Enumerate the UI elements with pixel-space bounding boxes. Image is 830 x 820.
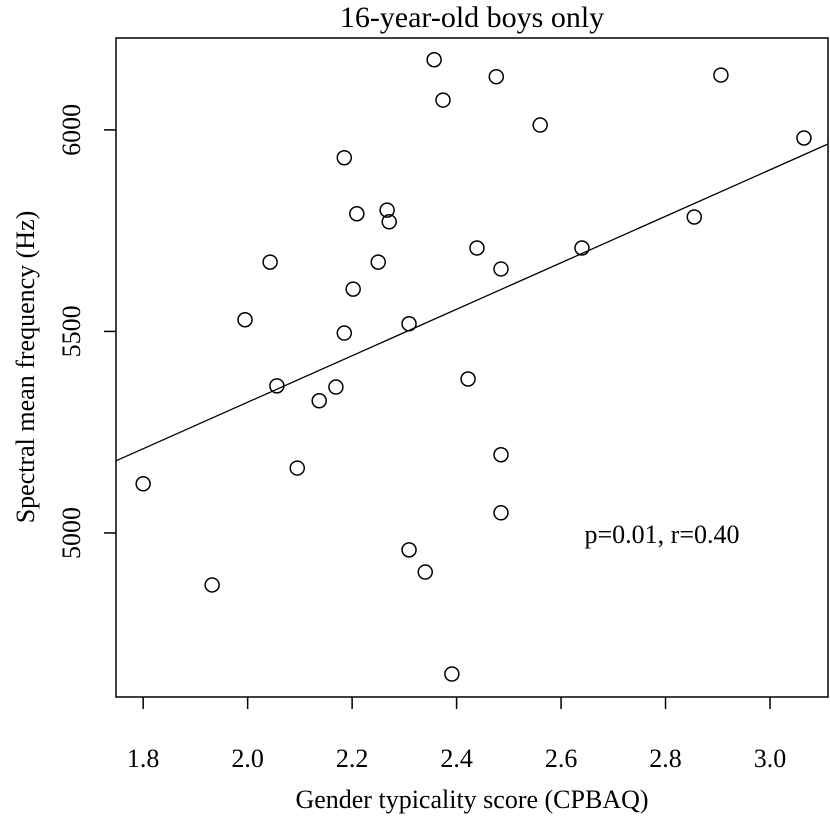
x-axis-label: Gender typicality score (CPBAQ) <box>295 785 648 814</box>
point <box>532 117 548 133</box>
point <box>328 379 344 395</box>
point <box>336 149 353 166</box>
x-tick-label: 3.0 <box>754 744 787 773</box>
y-tick-label: 5500 <box>57 305 86 357</box>
point <box>493 505 509 521</box>
point <box>435 92 451 108</box>
annotation: p=0.01, r=0.40 <box>585 520 740 549</box>
y-tick-label: 6000 <box>57 104 86 156</box>
y-axis-label: Spectral mean frequency (Hz) <box>11 211 40 524</box>
point <box>349 205 365 222</box>
chart-title: 16-year-old boys only <box>340 1 604 34</box>
point <box>135 476 151 492</box>
point <box>379 202 395 218</box>
point <box>381 214 397 230</box>
point <box>493 447 509 463</box>
point <box>444 666 460 682</box>
x-tick-label: 2.0 <box>231 744 264 773</box>
point <box>686 209 703 225</box>
point <box>574 240 590 256</box>
point <box>370 254 386 270</box>
point <box>460 371 476 387</box>
point <box>204 577 220 593</box>
y-tick-label: 5000 <box>57 507 86 559</box>
x-tick-label: 2.4 <box>440 744 473 773</box>
point <box>713 67 729 83</box>
x-tick-label: 2.8 <box>649 744 682 773</box>
point <box>345 281 361 297</box>
point <box>262 254 278 270</box>
x-tick-label: 1.8 <box>127 744 160 773</box>
point <box>401 542 417 558</box>
point <box>426 52 442 68</box>
point <box>796 130 812 146</box>
point <box>311 393 327 409</box>
point <box>336 325 353 341</box>
point <box>237 311 253 328</box>
point <box>417 564 433 580</box>
x-tick-label: 2.2 <box>336 744 369 773</box>
x-tick-label: 2.6 <box>545 744 578 773</box>
point <box>488 68 505 85</box>
fit-line <box>115 143 829 462</box>
point <box>469 240 485 256</box>
plot-frame <box>115 37 829 698</box>
point <box>493 261 509 277</box>
point <box>289 460 306 476</box>
